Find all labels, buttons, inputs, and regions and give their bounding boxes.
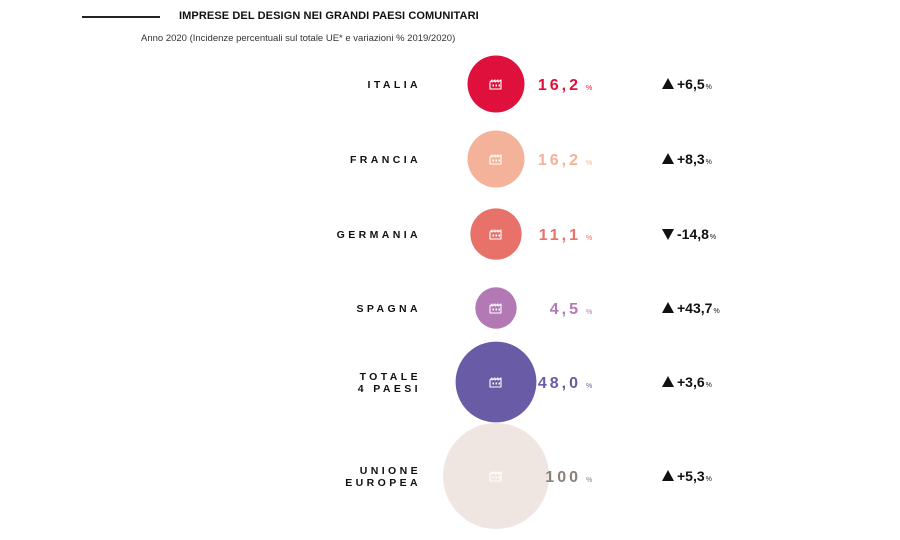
chart-title: IMPRESE DEL DESIGN NEI GRANDI PAESI COMU…	[179, 10, 479, 22]
change-value: +3,6	[677, 374, 705, 390]
title-rule	[82, 16, 160, 18]
factory-icon-window	[498, 234, 500, 237]
share-value: 4,5	[550, 301, 581, 318]
change-value: +43,7	[677, 300, 713, 316]
share-value: 11,1	[539, 227, 581, 244]
factory-icon-shape	[489, 229, 502, 240]
factory-icon-window	[495, 234, 497, 237]
factory-icon	[489, 229, 502, 240]
factory-icon	[489, 303, 502, 314]
country-label: EUROPEA	[345, 477, 421, 489]
factory-icon-window	[492, 308, 494, 311]
factory-icon-shape	[489, 377, 502, 388]
factory-icon-window	[492, 234, 494, 237]
factory-icon-window	[498, 476, 500, 479]
triangle-down-icon	[662, 229, 674, 240]
share-unit: %	[586, 160, 592, 167]
triangle-up-icon	[662, 470, 674, 481]
factory-icon	[489, 154, 502, 165]
factory-icon-window	[492, 84, 494, 87]
change-value: +8,3	[677, 151, 705, 167]
factory-icon-window	[498, 382, 500, 385]
factory-icon-window	[492, 159, 494, 162]
change-unit: %	[706, 476, 712, 483]
share-value: 48,0	[538, 375, 581, 392]
factory-icon-window	[495, 308, 497, 311]
factory-icon	[489, 377, 502, 388]
factory-icon-window	[498, 308, 500, 311]
country-label: ITALIA	[368, 79, 421, 91]
share-value: 16,2	[538, 152, 581, 169]
change-unit: %	[706, 84, 712, 91]
country-label: GERMANIA	[337, 229, 421, 241]
factory-icon-window	[492, 382, 494, 385]
factory-icon-shape	[489, 471, 502, 482]
factory-icon-window	[495, 84, 497, 87]
factory-icon-window	[495, 476, 497, 479]
share-unit: %	[586, 85, 592, 92]
country-label: 4 PAESI	[358, 383, 421, 395]
country-label: SPAGNA	[356, 303, 421, 315]
triangle-up-icon	[662, 376, 674, 387]
share-unit: %	[586, 383, 592, 390]
factory-icon-shape	[489, 303, 502, 314]
chart-subtitle: Anno 2020 (Incidenze percentuali sul tot…	[141, 33, 456, 44]
share-unit: %	[586, 477, 592, 484]
triangle-up-icon	[662, 78, 674, 89]
change-value: +6,5	[677, 76, 705, 92]
factory-icon-window	[498, 84, 500, 87]
change-value: +5,3	[677, 468, 705, 484]
share-unit: %	[586, 235, 592, 242]
change-unit: %	[706, 382, 712, 389]
share-value: 16,2	[538, 77, 581, 94]
share-bubble	[467, 130, 525, 188]
factory-icon-window	[495, 382, 497, 385]
share-bubble	[443, 423, 549, 529]
factory-icon-window	[492, 476, 494, 479]
share-bubble	[470, 208, 522, 260]
country-label: UNIONE	[360, 465, 421, 477]
triangle-up-icon	[662, 153, 674, 164]
change-unit: %	[710, 234, 716, 241]
country-label: TOTALE	[360, 371, 421, 383]
factory-icon	[489, 471, 502, 482]
share-bubble	[475, 287, 517, 329]
change-value: -14,8	[677, 226, 709, 242]
share-value: 100	[545, 469, 581, 486]
share-unit: %	[586, 309, 592, 316]
share-bubble	[455, 341, 537, 423]
change-unit: %	[713, 308, 719, 315]
factory-icon	[489, 79, 502, 90]
triangle-up-icon	[662, 302, 674, 313]
factory-icon-window	[498, 159, 500, 162]
change-unit: %	[706, 159, 712, 166]
factory-icon-window	[495, 159, 497, 162]
share-bubble	[467, 55, 525, 113]
country-label: FRANCIA	[350, 154, 421, 166]
factory-icon-shape	[489, 154, 502, 165]
factory-icon-shape	[489, 79, 502, 90]
